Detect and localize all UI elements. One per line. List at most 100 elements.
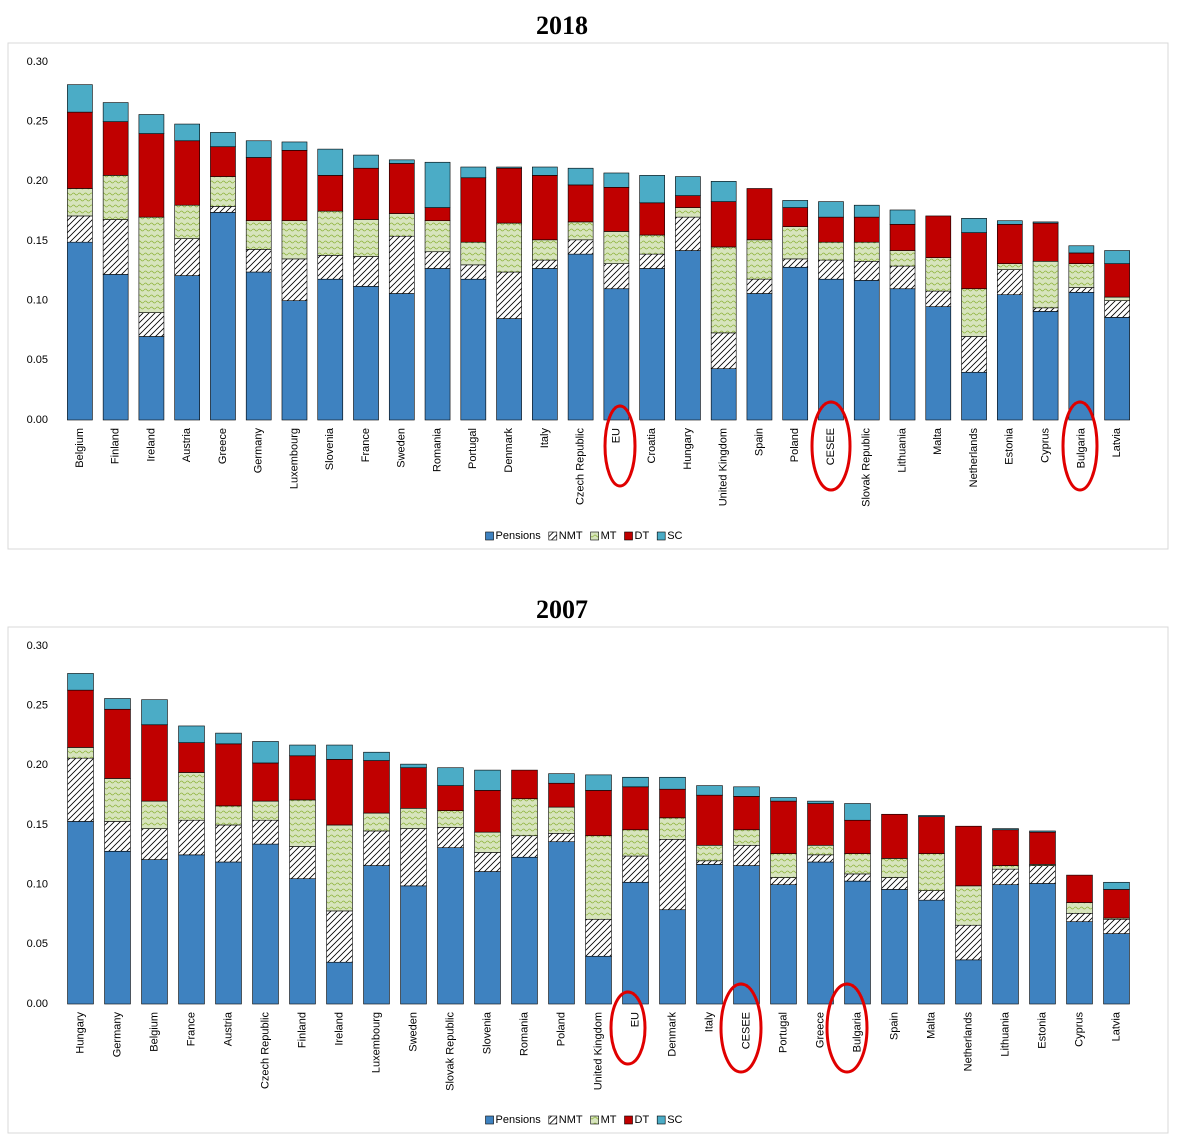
- y-tick-label: 0.20: [27, 175, 48, 187]
- x-tick-label: Romania: [518, 1011, 530, 1056]
- bar-segment: [1104, 250, 1130, 264]
- bar-segment: [102, 274, 129, 421]
- y-tick-label: 0.15: [27, 235, 48, 247]
- y-tick-label: 0.25: [27, 700, 48, 712]
- bar-segment: [174, 275, 201, 421]
- highlight-circle: [719, 982, 763, 1074]
- x-tick-label: EU: [629, 1012, 641, 1027]
- x-tick-label: Poland: [789, 428, 801, 462]
- bar-segment: [138, 114, 165, 134]
- bar-segment: [496, 318, 522, 421]
- bar-segment: [996, 223, 1023, 264]
- bar-segment: [733, 865, 760, 1005]
- x-tick-label: Finland: [296, 1012, 308, 1048]
- bar-segment: [141, 724, 168, 802]
- bar-segment: [138, 312, 165, 337]
- bar-segment: [1032, 222, 1059, 262]
- bar-segment: [746, 239, 773, 280]
- bar-segment: [567, 184, 594, 223]
- bar-segment: [424, 161, 451, 208]
- x-tick-label: Estonia: [1036, 1011, 1048, 1049]
- x-tick-label: Germany: [111, 1012, 123, 1058]
- bar-segment: [807, 803, 834, 846]
- bar-segment: [67, 757, 94, 822]
- bar-segment: [353, 286, 379, 421]
- bar-segment: [1068, 252, 1095, 264]
- bar-segment: [215, 861, 242, 1005]
- bar-segment: [639, 253, 665, 269]
- x-tick-label: United Kingdom: [592, 1012, 604, 1090]
- bar-segment: [1029, 865, 1056, 884]
- x-tick-label: Slovenia: [481, 1011, 493, 1054]
- bar-segment: [675, 216, 701, 251]
- bar-segment: [67, 215, 93, 243]
- bar-segment: [289, 878, 316, 1005]
- bar-segment: [289, 846, 316, 879]
- bar-segment: [326, 759, 353, 826]
- bar-segment: [67, 747, 94, 759]
- bar-segment: [881, 858, 908, 878]
- legend-swatch: [624, 1115, 633, 1125]
- x-tick-label: Belgium: [74, 428, 86, 468]
- y-tick-label: 0.10: [27, 295, 48, 307]
- bar-segment: [252, 741, 279, 764]
- bar-segment: [955, 825, 982, 887]
- bar-segment: [138, 133, 165, 218]
- bar-segment: [710, 201, 737, 248]
- bar-segment: [178, 854, 205, 1005]
- bar-segment: [925, 290, 952, 307]
- bar-segment: [326, 744, 353, 760]
- bar-segment: [782, 266, 809, 421]
- bar-segment: [511, 856, 538, 1005]
- bar-segment: [818, 259, 844, 280]
- bar-segment: [782, 207, 809, 227]
- legend-label: MT: [601, 530, 617, 542]
- bar-segment: [961, 288, 987, 337]
- y-tick-label: 0.30: [27, 640, 48, 652]
- bar-segment: [603, 231, 630, 264]
- bar-segment: [925, 257, 952, 292]
- bar-segment: [818, 216, 844, 243]
- bar-segment: [696, 844, 723, 862]
- bar-segment: [567, 221, 594, 241]
- bar-segment: [1029, 830, 1056, 833]
- bar-segment: [696, 860, 723, 865]
- bar-segment: [955, 959, 982, 1005]
- bar-segment: [245, 220, 272, 250]
- bar-segment: [460, 264, 487, 280]
- x-tick-label: Bulgaria: [1075, 427, 1087, 468]
- bar-segment: [67, 673, 94, 691]
- bar-segment: [388, 293, 415, 421]
- bar-segment: [437, 785, 464, 811]
- bar-segment: [622, 855, 649, 883]
- highlight-circle: [825, 982, 869, 1074]
- bar-segment: [622, 829, 649, 857]
- x-tick-label: Ireland: [333, 1012, 345, 1046]
- bar-segment: [281, 220, 308, 260]
- bar-segment: [496, 222, 522, 273]
- x-tick-label: Czech Republic: [575, 428, 587, 506]
- bar-segment: [675, 250, 701, 421]
- bar-segment: [178, 725, 205, 743]
- x-tick-label: EU: [610, 428, 622, 443]
- bar-segment: [807, 854, 834, 863]
- bar-segment: [102, 121, 129, 176]
- x-tick-label: Estonia: [1004, 427, 1016, 465]
- bar-segment: [1066, 902, 1093, 914]
- bar-segment: [353, 256, 379, 287]
- bar-segment: [961, 232, 987, 290]
- bar-segment: [622, 776, 649, 788]
- x-tick-label: Finland: [110, 428, 122, 464]
- bar-segment: [1029, 831, 1056, 865]
- bar-segment: [659, 776, 686, 790]
- x-tick-label: Slovak Republic: [444, 1012, 456, 1091]
- bar-segment: [1068, 245, 1095, 254]
- bar-segment: [252, 762, 279, 802]
- x-tick-label: CESEE: [740, 1012, 752, 1049]
- bar-segment: [496, 166, 522, 169]
- bar-segment: [782, 226, 809, 260]
- bar-segment: [770, 853, 797, 878]
- bar-segment: [252, 800, 279, 821]
- x-tick-label: France: [360, 428, 372, 462]
- bar-segment: [996, 269, 1023, 296]
